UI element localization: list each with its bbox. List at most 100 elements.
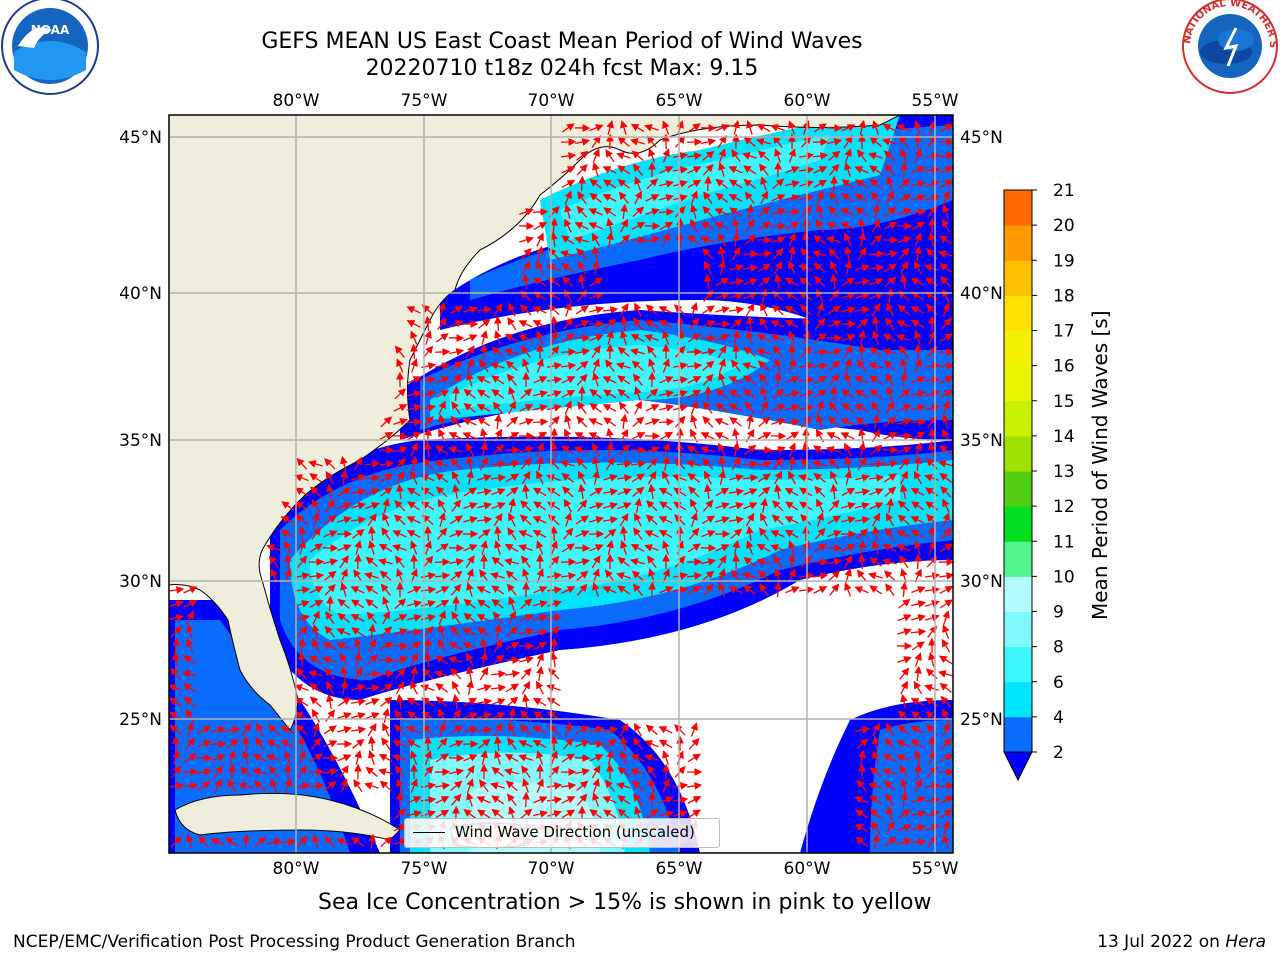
wind-arrow bbox=[676, 315, 684, 332]
lat-label-right: 30°N bbox=[960, 572, 1003, 592]
wind-arrow bbox=[924, 362, 941, 370]
wind-arrow bbox=[770, 320, 785, 328]
wind-arrow bbox=[533, 431, 548, 441]
wind-arrow bbox=[532, 277, 547, 287]
wind-arrow bbox=[746, 120, 754, 135]
lon-label-top: 70°W bbox=[528, 91, 575, 111]
wind-arrow bbox=[858, 231, 866, 247]
wind-arrow bbox=[900, 161, 908, 178]
wind-arrow bbox=[941, 218, 950, 233]
lat-label-left: 30°N bbox=[119, 572, 162, 592]
wind-arrow bbox=[924, 376, 941, 384]
wind-arrow bbox=[561, 389, 576, 399]
colorbar-tick-label: 20 bbox=[1053, 216, 1075, 236]
wind-arrow bbox=[589, 402, 602, 413]
colorbar-tick-label: 13 bbox=[1053, 462, 1075, 482]
wind-arrow bbox=[673, 194, 689, 202]
wind-arrow bbox=[785, 180, 801, 188]
wind-arrow bbox=[606, 329, 614, 345]
wind-arrow bbox=[519, 304, 532, 316]
wind-arrow bbox=[857, 149, 867, 162]
wind-arrow bbox=[690, 204, 698, 219]
wind-arrow bbox=[435, 390, 450, 398]
wind-arrow bbox=[841, 192, 854, 203]
wind-arrow bbox=[520, 388, 533, 400]
colorbar-segment bbox=[1004, 190, 1032, 226]
wind-arrow bbox=[785, 166, 800, 174]
wind-arrow bbox=[841, 124, 856, 132]
wind-arrow bbox=[841, 403, 854, 413]
wind-arrow bbox=[869, 278, 884, 286]
wind-arrow bbox=[396, 358, 404, 373]
wind-arrow bbox=[841, 306, 856, 314]
wind-arrow bbox=[434, 362, 451, 370]
wind-arrow bbox=[854, 194, 869, 202]
wind-arrow bbox=[690, 414, 698, 429]
wind-arrow bbox=[760, 302, 768, 317]
wind-arrow bbox=[813, 389, 828, 399]
wind-arrow bbox=[910, 306, 925, 314]
colorbar-tick-label: 21 bbox=[1053, 181, 1075, 201]
wind-arrow bbox=[662, 232, 670, 247]
wind-arrow bbox=[298, 735, 306, 752]
wind-arrow bbox=[742, 264, 759, 272]
wind-arrow bbox=[632, 206, 645, 218]
wind-arrow bbox=[407, 376, 422, 384]
wind-arrow bbox=[729, 179, 743, 189]
wind-arrow bbox=[942, 204, 950, 219]
wind-arrow bbox=[424, 735, 432, 752]
wind-arrow bbox=[465, 345, 475, 359]
wind-arrow bbox=[379, 432, 394, 440]
field-band-lcyan-main bbox=[310, 475, 900, 615]
wind-arrow bbox=[800, 304, 812, 316]
wind-arrow bbox=[827, 138, 843, 146]
wind-arrow bbox=[924, 152, 941, 160]
wind-arrow bbox=[592, 372, 600, 387]
wind-arrow bbox=[743, 136, 756, 147]
wind-arrow bbox=[742, 362, 757, 370]
wind-arrow bbox=[576, 248, 588, 260]
wind-arrow bbox=[424, 525, 432, 542]
wind-arrow bbox=[928, 735, 936, 752]
wind-arrow bbox=[732, 231, 740, 248]
colorbar-label: Mean Period of Wind Waves [s] bbox=[1088, 310, 1112, 620]
wind-arrow bbox=[844, 358, 852, 373]
wind-arrow bbox=[703, 260, 713, 275]
wind-arrow bbox=[591, 135, 601, 149]
lon-label-top: 80°W bbox=[273, 91, 320, 111]
wind-arrow bbox=[900, 371, 908, 388]
footer-date: 13 Jul 2022 on Hera bbox=[1097, 932, 1266, 952]
wind-arrow bbox=[799, 404, 814, 412]
wind-arrow bbox=[896, 334, 911, 342]
colorbar-tick-label: 9 bbox=[1053, 603, 1064, 623]
legend-label: Wind Wave Direction (unscaled) bbox=[455, 823, 695, 841]
wind-arrow bbox=[702, 360, 715, 371]
wind-arrow bbox=[588, 418, 603, 426]
wind-arrow bbox=[798, 152, 815, 160]
wind-arrow bbox=[592, 358, 600, 373]
wind-arrow bbox=[504, 348, 519, 356]
chart-title: GEFS MEAN US East Coast Mean Period of W… bbox=[0, 28, 1124, 82]
wind-arrow bbox=[575, 305, 589, 315]
wind-arrow bbox=[522, 273, 530, 290]
wind-arrow bbox=[588, 208, 603, 216]
wind-arrow bbox=[828, 205, 840, 218]
wind-arrow bbox=[844, 245, 852, 262]
wind-arrow bbox=[798, 264, 813, 272]
wind-arrow bbox=[758, 373, 769, 386]
wind-arrow bbox=[729, 417, 743, 427]
wind-arrow bbox=[648, 148, 656, 163]
wind-arrow bbox=[897, 404, 912, 412]
wind-arrow bbox=[715, 124, 730, 132]
wind-arrow bbox=[589, 292, 604, 300]
colorbar-tick-label: 17 bbox=[1053, 322, 1075, 342]
colorbar-segment bbox=[1004, 576, 1032, 612]
wind-arrow bbox=[462, 432, 477, 440]
wind-arrow bbox=[800, 248, 812, 260]
wind-arrow bbox=[868, 152, 883, 160]
wind-arrow bbox=[882, 334, 897, 342]
wind-arrow bbox=[885, 317, 895, 330]
wind-arrow bbox=[434, 348, 451, 356]
wind-arrow bbox=[603, 417, 617, 427]
wind-arrow bbox=[659, 180, 675, 188]
